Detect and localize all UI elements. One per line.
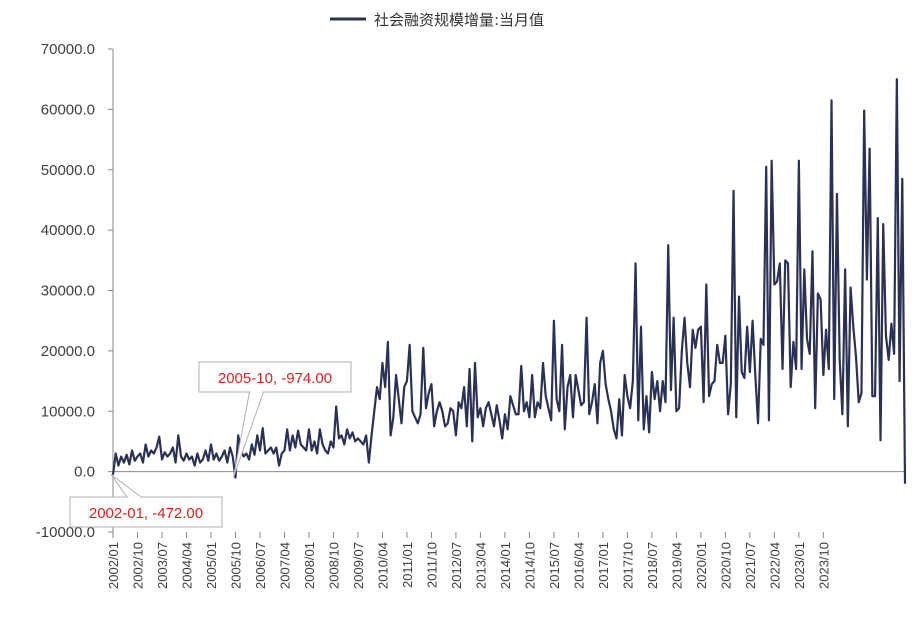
x-tick-label: 2020/01 [694, 542, 709, 589]
y-axis: -10000.0 0.0 10000.0 20000.0 30000.0 40000.0 5… [36, 41, 114, 541]
legend-label: 社会融资规模增量:当月值 [374, 11, 544, 29]
y-tick-label: 60000.0 [41, 101, 95, 118]
x-tick-label: 2013/04 [473, 542, 488, 589]
x-tick-label: 2021/07 [743, 542, 758, 589]
x-tick-label: 2019/04 [669, 542, 684, 589]
annotation-callout: 2005-10, -974.00 [198, 361, 352, 478]
x-tick-label: 2009/07 [351, 542, 366, 589]
y-tick-label: 0.0 [74, 464, 95, 481]
x-tick-label: 2011/01 [400, 542, 415, 588]
x-tick-label: 2005/10 [228, 542, 243, 589]
legend: 社会融资规模增量:当月值 [330, 11, 544, 29]
x-tick-label: 2010/04 [375, 542, 390, 589]
x-tick-label: 2012/07 [449, 542, 464, 589]
x-tick-label: 2007/04 [277, 542, 292, 589]
x-tick-label: 2017/01 [596, 542, 611, 589]
y-tick-label: 70000.0 [41, 41, 95, 58]
annotation-label: 2002-01, -472.00 [89, 505, 203, 522]
x-tick-label: 2017/10 [620, 542, 635, 589]
x-tick-label: 2003/07 [155, 542, 170, 589]
x-tick-label: 2023/10 [816, 542, 831, 589]
y-tick-label: 30000.0 [41, 283, 95, 300]
annotation-callout: 2002-01, -472.00 [69, 474, 223, 528]
annotations: 2002-01, -472.00 2005-10, -974.00 [69, 361, 352, 528]
x-tick-label: 2006/07 [253, 542, 268, 589]
x-tick-label: 2014/01 [498, 542, 513, 589]
x-tick-label: 2018/07 [645, 542, 660, 589]
annotation-joint [250, 391, 263, 394]
x-tick-label: 2002/01 [106, 542, 121, 589]
y-tick-label: 40000.0 [41, 222, 95, 239]
y-tick-label: 20000.0 [41, 343, 95, 360]
x-tick-label: 2022/04 [767, 542, 782, 589]
x-tick-label: 2002/10 [130, 542, 145, 589]
annotation-label: 2005-10, -974.00 [218, 370, 332, 387]
x-tick-label: 2023/01 [792, 542, 807, 589]
x-tick-label: 2011/10 [424, 542, 439, 588]
x-tick-label: 2020/10 [718, 542, 733, 589]
y-tick-label: 50000.0 [41, 162, 95, 179]
annotation-box [198, 361, 352, 393]
x-tick-label: 2016/04 [571, 542, 586, 589]
x-tick-label: 2005/01 [204, 542, 219, 589]
x-tick-label: 2014/10 [522, 542, 537, 589]
x-tick-label: 2015/07 [547, 542, 562, 589]
y-tick-label: 10000.0 [41, 403, 95, 420]
annotation-pointer [110, 474, 143, 498]
series-line [111, 78, 907, 484]
annotation-joint [128, 496, 140, 499]
y-tick-label: -10000.0 [36, 524, 95, 541]
x-tick-label: 2004/04 [179, 542, 194, 589]
x-tick-label: 2008/10 [326, 542, 341, 589]
x-axis: 2002/01 2002/10 2003/07 2004/04 2005/01 2005/… [106, 471, 905, 589]
x-tick-label: 2008/01 [302, 542, 317, 589]
annotation-box [69, 496, 223, 528]
